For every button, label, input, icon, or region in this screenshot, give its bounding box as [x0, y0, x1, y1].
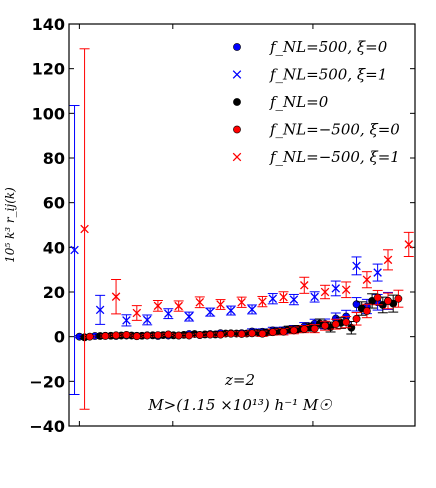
data-point	[247, 305, 257, 314]
data-point	[206, 330, 215, 339]
x-axis-ticks	[78, 24, 314, 426]
data-point	[331, 284, 341, 293]
y-tick-label: 140	[32, 15, 65, 34]
y-tick-label: −20	[29, 372, 65, 391]
y-tick-label: 120	[32, 60, 65, 79]
data-point	[321, 321, 329, 330]
data-point	[373, 293, 382, 302]
data-point	[289, 326, 298, 335]
legend-label: f_NL=−500, ξ=0	[269, 121, 400, 139]
legend-marker	[232, 70, 242, 79]
data-point	[184, 312, 194, 321]
data-point	[258, 297, 267, 306]
data-point	[154, 331, 162, 340]
y-tick-label: 0	[54, 328, 65, 347]
series-3	[84, 289, 404, 341]
legend-label: f_NL=−500, ξ=1	[269, 148, 400, 166]
y-tick-label: 80	[43, 149, 65, 168]
data-point	[195, 298, 205, 307]
mass-threshold-annotation: M>(1.15 ×10¹³) h⁻¹ M☉	[147, 396, 332, 414]
legend-marker	[233, 125, 241, 134]
y-tick-label: 60	[43, 194, 65, 213]
data-point	[310, 292, 319, 302]
legend-marker	[233, 98, 241, 106]
data-point	[80, 224, 89, 234]
data-point	[216, 300, 225, 309]
data-point	[216, 330, 225, 339]
data-point	[394, 294, 403, 303]
data-point	[132, 332, 141, 341]
data-point	[112, 331, 120, 340]
data-point	[226, 306, 236, 315]
legend-marker	[232, 152, 242, 162]
data-point	[404, 240, 414, 249]
data-point	[237, 330, 246, 338]
data-point	[248, 329, 256, 338]
data-point	[342, 318, 351, 327]
data-point	[174, 301, 183, 311]
legend-label: f_NL=0	[269, 93, 329, 111]
data-point	[320, 287, 330, 297]
legend-label: f_NL=500, ξ=0	[269, 38, 388, 56]
data-point	[279, 327, 288, 336]
data-point	[95, 305, 105, 315]
data-point	[289, 295, 299, 304]
data-point	[383, 255, 393, 265]
data-point	[237, 298, 246, 307]
data-point	[142, 315, 152, 325]
data-point	[174, 331, 183, 340]
data-point	[352, 314, 361, 323]
y-axis-ticks: −40 −20 0 20 40 60 80 100 120 140	[29, 15, 415, 436]
y-tick-label: −40	[29, 417, 65, 436]
data-point	[70, 245, 79, 255]
data-point	[331, 320, 340, 329]
legend-label: f_NL=500, ξ=1	[269, 66, 387, 84]
data-point	[363, 307, 371, 315]
data-point	[164, 309, 173, 318]
legend: f_NL=500, ξ=0 f_NL=500, ξ=1 f_NL=0 f_NL=−50…	[232, 38, 400, 166]
data-point	[268, 328, 277, 337]
legend-marker	[233, 43, 241, 51]
data-point	[352, 261, 361, 271]
data-point	[122, 316, 131, 325]
data-point	[352, 300, 361, 309]
data-point	[132, 308, 142, 318]
plot-frame	[68, 23, 416, 427]
data-series	[69, 48, 414, 410]
data-point	[310, 324, 319, 333]
data-point	[258, 329, 267, 338]
y-tick-label: 20	[43, 283, 65, 302]
data-point	[268, 294, 278, 303]
series-1	[69, 105, 383, 396]
data-point	[300, 281, 309, 290]
data-point	[300, 325, 309, 333]
data-point	[373, 268, 382, 277]
data-point	[384, 297, 392, 305]
data-point	[111, 292, 121, 301]
series-4	[79, 48, 414, 410]
data-point	[279, 292, 288, 302]
data-point	[205, 307, 215, 317]
redshift-annotation: z=2	[224, 371, 255, 389]
data-point	[143, 331, 152, 340]
data-point	[185, 331, 193, 340]
y-tick-label: 40	[43, 238, 65, 257]
data-point	[341, 285, 351, 295]
y-tick-label: 100	[32, 104, 65, 123]
data-point	[362, 275, 372, 284]
data-point	[164, 330, 173, 339]
data-point	[85, 332, 94, 341]
data-point	[227, 329, 235, 338]
data-point	[195, 331, 204, 340]
y-axis-label: 10⁵ k³ r_ij(k)	[3, 187, 17, 263]
data-point	[101, 332, 110, 340]
data-point	[153, 301, 163, 311]
data-point	[122, 330, 131, 339]
